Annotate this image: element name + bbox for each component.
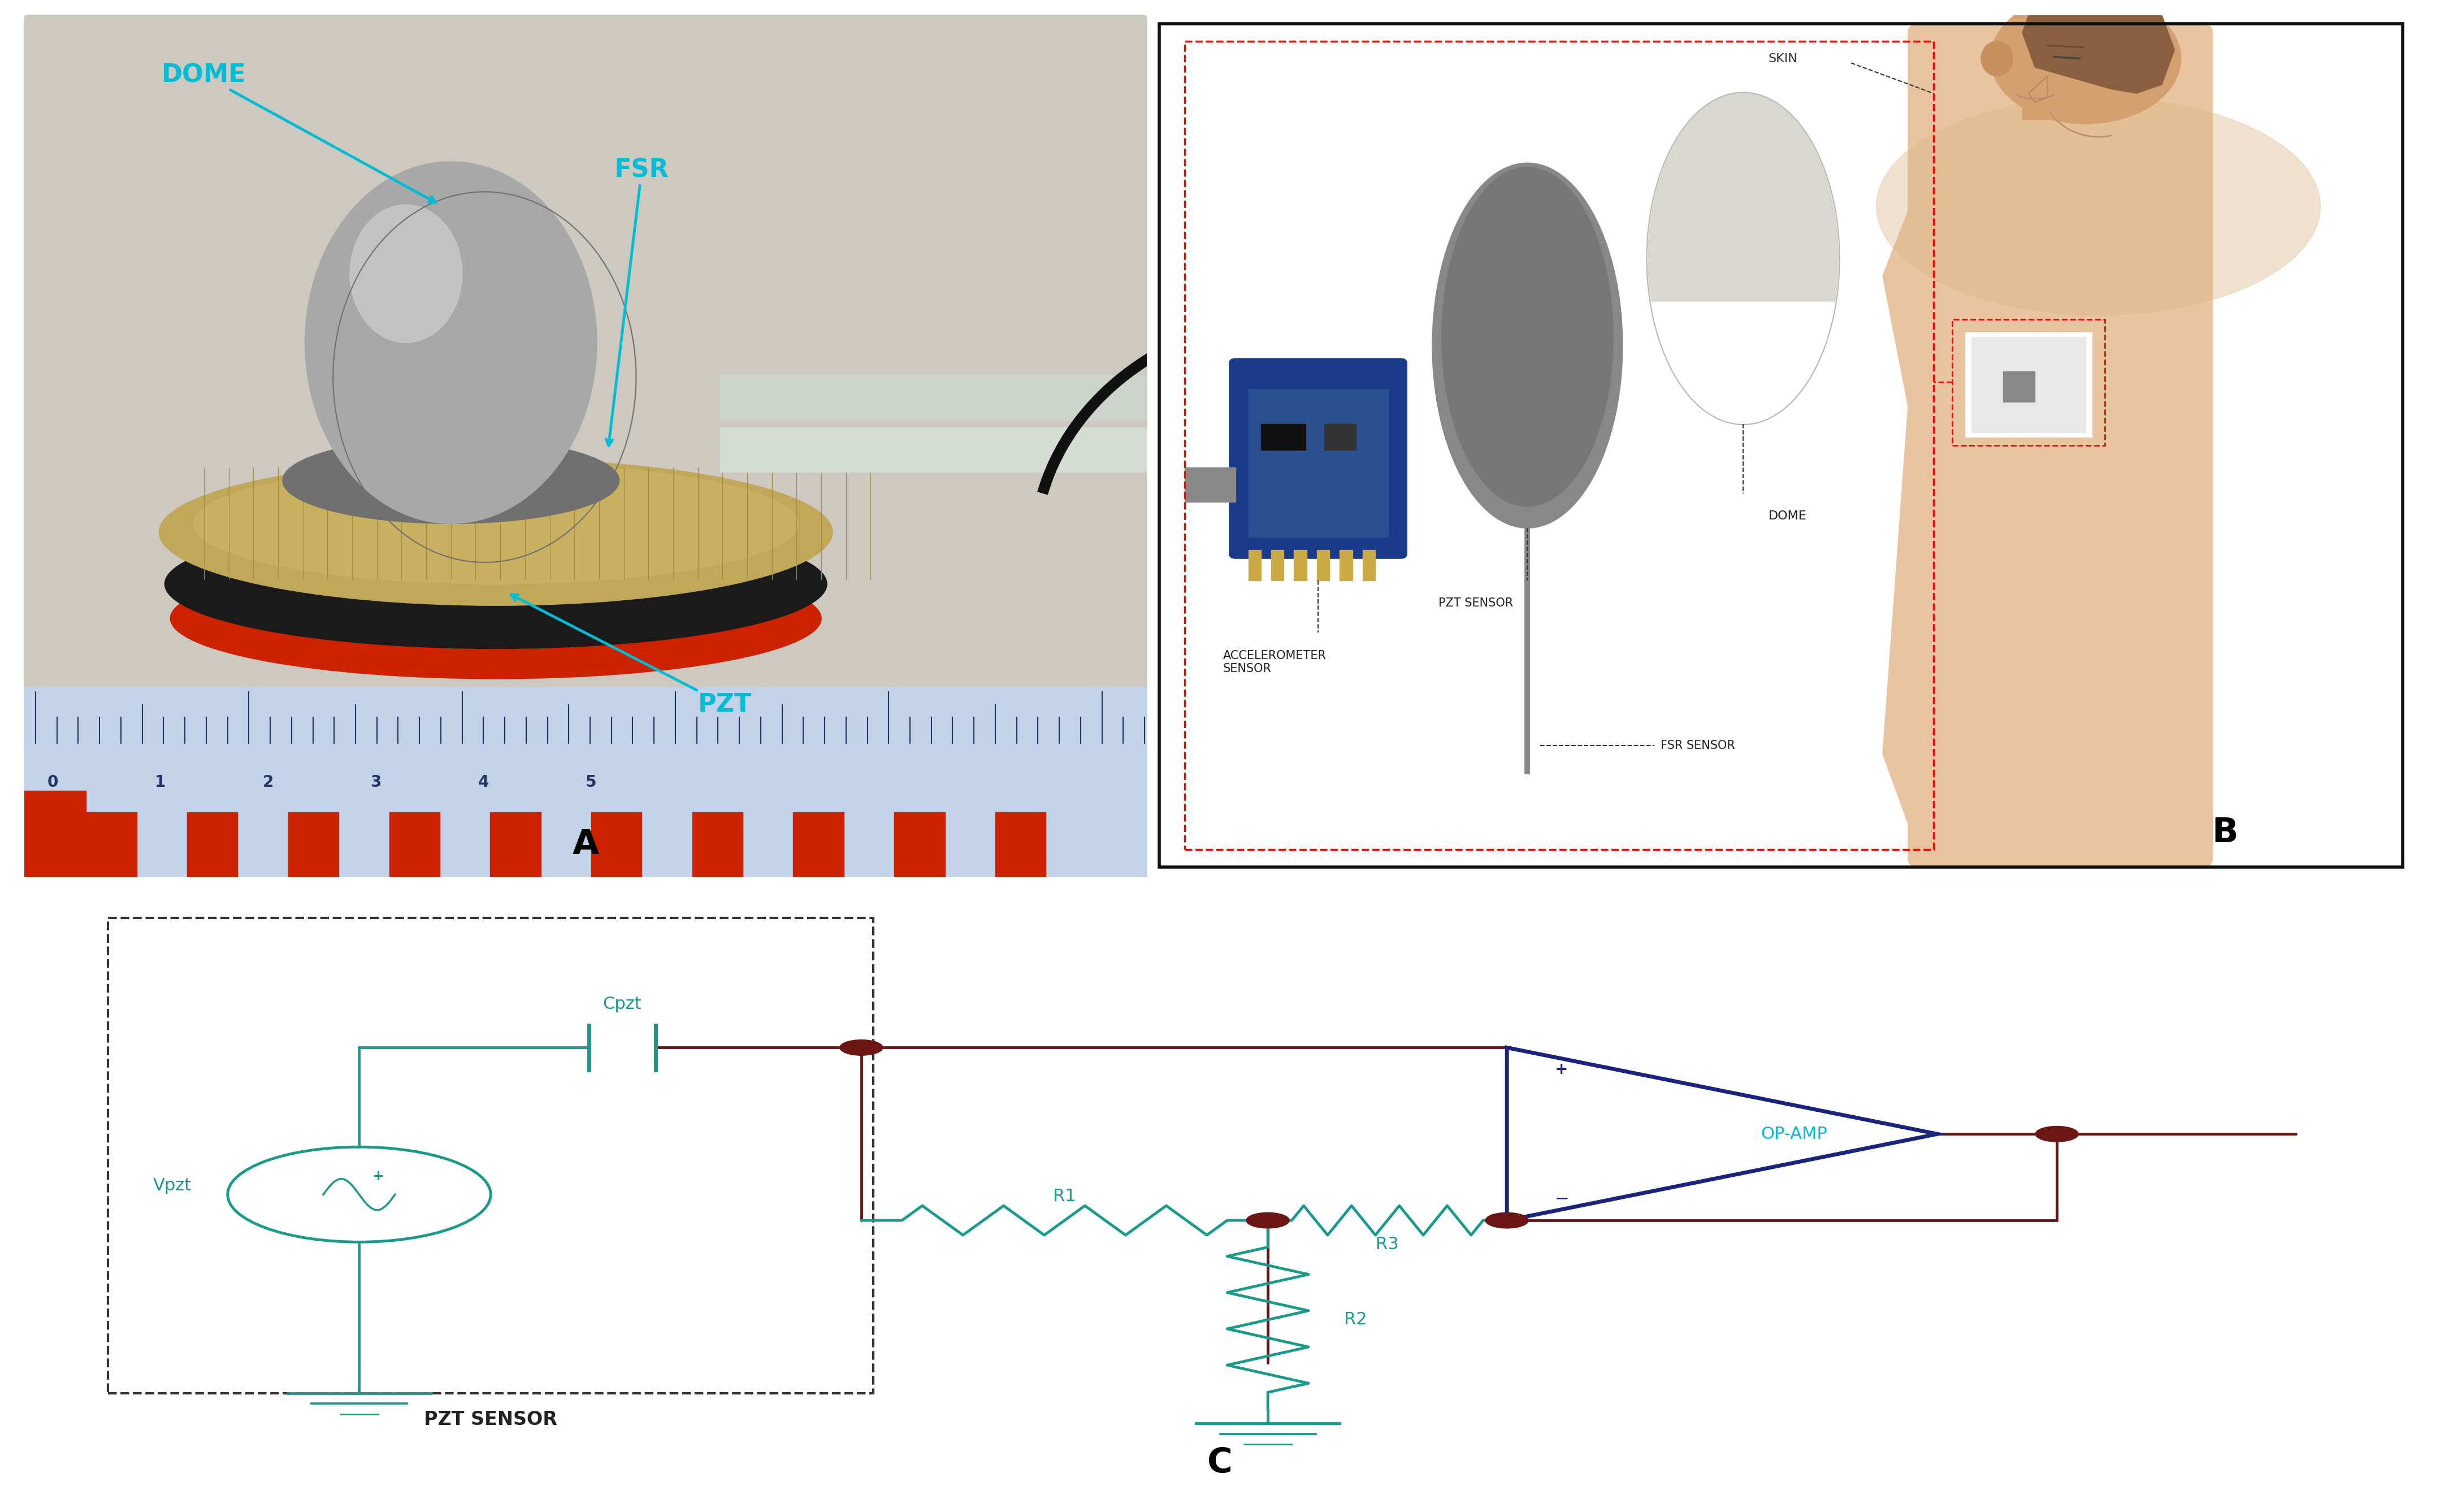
Text: −: − bbox=[1554, 1190, 1569, 1207]
Text: A: A bbox=[573, 829, 598, 862]
Bar bbox=[1249, 550, 1261, 581]
Text: R3: R3 bbox=[1376, 1237, 1398, 1253]
Text: FSR: FSR bbox=[605, 159, 669, 446]
Ellipse shape bbox=[1442, 168, 1613, 507]
Bar bbox=[1186, 41, 1932, 850]
Bar bbox=[2003, 372, 2035, 402]
Text: 0: 0 bbox=[46, 774, 59, 791]
FancyBboxPatch shape bbox=[1908, 24, 2213, 868]
Ellipse shape bbox=[1432, 163, 1623, 528]
Bar bbox=[1340, 550, 1352, 581]
Bar bbox=[1972, 337, 2086, 432]
Text: ACCELEROMETER
SENSOR: ACCELEROMETER SENSOR bbox=[1222, 650, 1327, 674]
Text: DOME: DOME bbox=[161, 64, 437, 203]
Bar bbox=[1635, 302, 1852, 493]
Text: DOME: DOME bbox=[1769, 511, 1806, 522]
Bar bbox=[1186, 467, 1235, 502]
Polygon shape bbox=[1884, 32, 2201, 859]
Text: 4: 4 bbox=[478, 774, 488, 791]
Text: SKIN: SKIN bbox=[1769, 53, 1798, 64]
Bar bbox=[996, 812, 1047, 877]
Bar bbox=[1261, 423, 1305, 451]
Bar bbox=[693, 812, 742, 877]
Ellipse shape bbox=[193, 463, 798, 584]
Ellipse shape bbox=[171, 558, 822, 679]
Bar bbox=[107, 918, 874, 1393]
Text: B: B bbox=[2213, 816, 2237, 850]
Text: FSR SENSOR: FSR SENSOR bbox=[1662, 739, 1735, 751]
Ellipse shape bbox=[283, 437, 620, 523]
Bar bbox=[1293, 550, 1308, 581]
Ellipse shape bbox=[163, 519, 827, 649]
Bar bbox=[1952, 319, 2106, 446]
Ellipse shape bbox=[1876, 98, 2320, 314]
Bar bbox=[1271, 550, 1283, 581]
Circle shape bbox=[1991, 0, 2181, 124]
Text: PZT SENSOR: PZT SENSOR bbox=[1440, 597, 1513, 609]
Text: OP-AMP: OP-AMP bbox=[1762, 1126, 1828, 1142]
Bar bbox=[1249, 389, 1388, 537]
Text: R1: R1 bbox=[1054, 1188, 1076, 1205]
Bar bbox=[24, 688, 1147, 877]
Bar bbox=[188, 812, 237, 877]
Circle shape bbox=[2035, 1126, 2079, 1142]
Circle shape bbox=[839, 1040, 883, 1055]
Bar bbox=[490, 812, 542, 877]
Text: Cpzt: Cpzt bbox=[603, 996, 642, 1012]
Circle shape bbox=[1247, 1213, 1288, 1228]
Bar bbox=[895, 812, 944, 877]
Bar bbox=[390, 812, 439, 877]
Ellipse shape bbox=[349, 204, 461, 343]
Text: 1: 1 bbox=[154, 774, 166, 791]
Ellipse shape bbox=[1647, 94, 1837, 423]
Text: 3: 3 bbox=[371, 774, 381, 791]
Bar bbox=[720, 426, 1147, 472]
Bar bbox=[720, 375, 1147, 420]
Text: R2: R2 bbox=[1344, 1311, 1366, 1328]
FancyBboxPatch shape bbox=[1230, 358, 1408, 558]
Text: PZT SENSOR: PZT SENSOR bbox=[425, 1411, 556, 1429]
Polygon shape bbox=[2023, 0, 2174, 94]
Text: +: + bbox=[1554, 1061, 1569, 1077]
Bar bbox=[24, 791, 85, 877]
Bar bbox=[1362, 550, 1376, 581]
Bar bbox=[1318, 550, 1330, 581]
Bar bbox=[793, 812, 844, 877]
Ellipse shape bbox=[305, 162, 598, 523]
Text: Vpzt: Vpzt bbox=[154, 1178, 193, 1194]
Text: C: C bbox=[1208, 1447, 1232, 1480]
Bar bbox=[1964, 333, 2091, 437]
Text: +: + bbox=[373, 1170, 383, 1184]
Bar bbox=[85, 812, 137, 877]
Text: PZT: PZT bbox=[510, 594, 752, 717]
Ellipse shape bbox=[1981, 41, 2013, 76]
Bar bbox=[590, 812, 642, 877]
Ellipse shape bbox=[159, 460, 832, 605]
Text: 5: 5 bbox=[586, 774, 598, 791]
Circle shape bbox=[1486, 1213, 1527, 1228]
Text: 2: 2 bbox=[264, 774, 273, 791]
Bar bbox=[1325, 423, 1357, 451]
Bar bbox=[288, 812, 339, 877]
Bar bbox=[2023, 76, 2111, 119]
